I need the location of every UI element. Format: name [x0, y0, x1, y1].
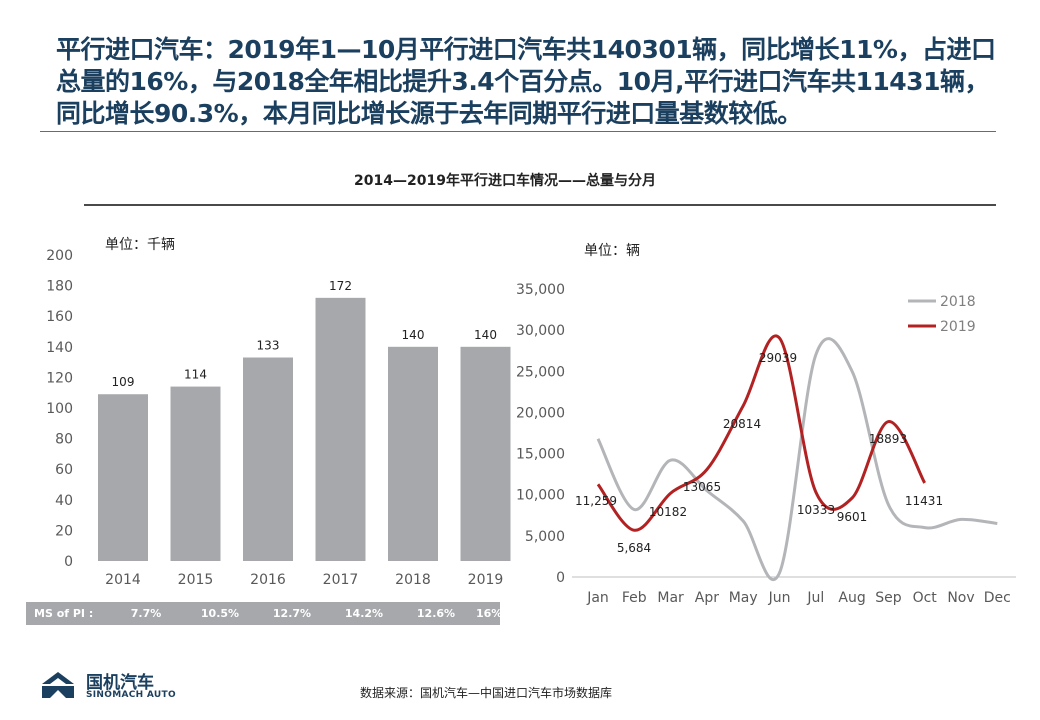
line-x-tick-label: Nov [947, 590, 974, 606]
series-2019-data-label: 10333 [797, 503, 835, 517]
line-x-tick-label: Dec [984, 590, 1011, 606]
bar-data-label: 172 [329, 279, 352, 293]
market-share-2017: 14.2% [344, 607, 384, 620]
bar-y-tick-label: 180 [46, 279, 73, 295]
series-2018-line [596, 337, 998, 582]
series-2019-data-label: 20814 [723, 417, 761, 431]
bar-data-label: 140 [474, 328, 497, 342]
data-source: 数据来源：国机汽车—中国进口汽车市场数据库 [360, 686, 613, 700]
bar-x-tick-label: 2015 [178, 572, 214, 588]
bar-y-tick-label: 60 [55, 462, 73, 478]
line-x-tick-label: Apr [695, 590, 719, 606]
series-2019-data-label: 18893 [869, 432, 907, 446]
bar-data-label: 140 [402, 328, 425, 342]
bar-y-tick-label: 120 [46, 370, 73, 386]
bar-y-tick-label: 40 [55, 493, 73, 509]
logo-text-cn: 国机汽车 [86, 673, 154, 693]
series-2019-line [596, 334, 927, 532]
series-2019-data-label: 5,684 [617, 541, 651, 555]
bar-2018 [388, 346, 438, 561]
bar-data-label: 114 [184, 368, 207, 382]
line-chart-unit-label: 单位：辆 [584, 243, 640, 259]
line-x-tick-label: Jan [586, 590, 609, 606]
headline: 平行进口汽车：2019年1—10月平行进口汽车共140301辆，同比增长11%，… [56, 35, 996, 128]
bar-y-tick-label: 20 [55, 523, 73, 539]
bar-x-tick-label: 2017 [323, 572, 359, 588]
market-share-bar: MS of PI : 7.7% 10.5% 12.7% 14.2% 12.6% … [26, 602, 503, 625]
annual-bar-chart: 0 20 40 60 80 100 120 140 160 180 200 109 2014 114 201… [46, 248, 511, 588]
line-y-tick-label: 15,000 [516, 447, 565, 463]
series-2019-data-label: 9601 [837, 510, 868, 524]
legend-2019-label: 2019 [940, 319, 976, 335]
line-y-tick-label: 35,000 [516, 282, 565, 298]
bar-y-tick-label: 200 [46, 248, 73, 264]
line-y-tick-label: 30,000 [516, 323, 565, 339]
line-y-tick-label: 0 [556, 570, 565, 586]
bar-2019 [460, 346, 511, 561]
sinomach-mark-icon [42, 672, 74, 698]
market-share-2018: 12.6% [416, 607, 456, 620]
line-x-tick-label: Mar [657, 590, 684, 606]
line-x-tick-label: Oct [913, 590, 938, 606]
monthly-line-chart: 0 5,000 10,000 15,000 20,000 25,000 30,000 35,0… [516, 282, 1016, 606]
bar-x-tick-label: 2016 [250, 572, 286, 588]
headline-divider [40, 131, 996, 132]
line-x-tick-label: Feb [622, 590, 647, 606]
bar-y-tick-label: 0 [64, 554, 73, 570]
line-y-tick-label: 25,000 [516, 364, 565, 380]
bar-2015 [170, 386, 221, 561]
bar-data-label: 109 [112, 375, 135, 389]
line-x-tick-label: Aug [838, 590, 865, 606]
line-y-tick-label: 10,000 [516, 488, 565, 504]
chart-title-divider [84, 204, 996, 206]
line-x-tick-label: May [729, 590, 758, 606]
bar-y-tick-label: 140 [46, 340, 73, 356]
sinomach-logo: 国机汽车 SINOMACH AUTO [40, 668, 190, 704]
bar-y-tick-label: 160 [46, 309, 73, 325]
line-x-tick-label: Jun [768, 590, 791, 606]
line-y-tick-label: 5,000 [525, 529, 565, 545]
bar-x-tick-label: 2018 [395, 572, 431, 588]
market-share-2014: 7.7% [130, 607, 162, 620]
bar-x-tick-label: 2019 [468, 572, 504, 588]
logo-text-en: SINOMACH AUTO [86, 690, 176, 700]
series-2019-data-label: 10182 [649, 505, 687, 519]
series-2019-data-label: 11431 [905, 494, 943, 508]
legend-2018-label: 2018 [940, 294, 976, 310]
bar-chart-unit-label: 单位：千辆 [105, 237, 175, 253]
series-2019-data-label: 29039 [759, 351, 797, 365]
bar-data-label: 133 [257, 339, 280, 353]
market-share-2019: 16% [476, 607, 503, 620]
bar-2014 [98, 394, 148, 561]
line-x-tick-label: Jul [806, 590, 824, 606]
bar-2017 [315, 297, 366, 561]
market-share-2016: 12.7% [272, 607, 312, 620]
bar-y-tick-label: 80 [55, 432, 73, 448]
bar-2016 [243, 357, 293, 561]
chart-title: 2014—2019年平行进口车情况——总量与分月 [354, 173, 656, 189]
bar-y-tick-label: 100 [46, 401, 73, 417]
series-2019-data-label: 11,259 [575, 494, 617, 508]
line-y-tick-label: 20,000 [516, 405, 565, 421]
series-2019-data-label: 13065 [683, 480, 721, 494]
line-x-tick-label: Sep [875, 590, 902, 606]
market-share-2015: 10.5% [200, 607, 240, 620]
market-share-label: MS of PI : [34, 607, 94, 620]
bar-x-tick-label: 2014 [105, 572, 141, 588]
